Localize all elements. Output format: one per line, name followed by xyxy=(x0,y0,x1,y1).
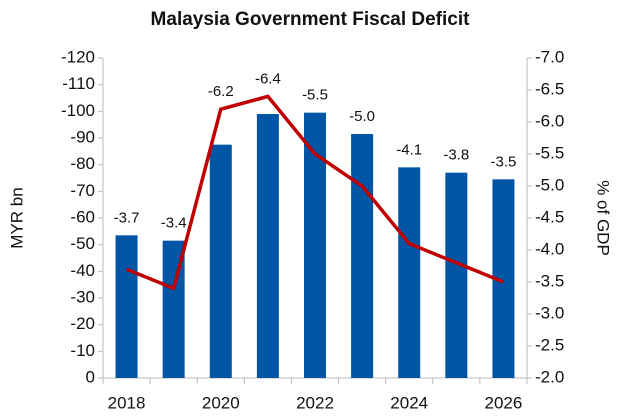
y-tick-label: -80 xyxy=(70,154,95,173)
data-label: -3.7 xyxy=(114,209,140,226)
bar xyxy=(256,114,279,378)
y-tick-label: -120 xyxy=(61,47,95,66)
y-axis-label: MYR bn xyxy=(7,187,26,248)
y-tick-label: 0 xyxy=(86,367,95,386)
y2-tick-label: -4.0 xyxy=(535,239,564,258)
data-label: -3.8 xyxy=(443,147,469,164)
data-label: -6.2 xyxy=(208,83,234,100)
data-label: -4.1 xyxy=(396,141,422,158)
data-label: -5.5 xyxy=(302,87,328,104)
bar xyxy=(398,167,421,378)
y-tick-label: -110 xyxy=(62,74,95,93)
y2-tick-label: -2.5 xyxy=(535,335,564,354)
bar xyxy=(115,235,138,378)
y-tick-label: -20 xyxy=(70,314,95,333)
y2-tick-label: -6.5 xyxy=(535,79,564,98)
x-tick-label: 2024 xyxy=(390,393,428,412)
x-tick-label: 2020 xyxy=(202,393,240,412)
x-tick-label: 2022 xyxy=(296,393,334,412)
bar xyxy=(492,179,515,378)
y-tick-label: -60 xyxy=(70,207,95,226)
line xyxy=(125,94,505,291)
y-tick-label: -70 xyxy=(70,181,95,200)
data-label: -3.4 xyxy=(161,215,187,232)
y-tick-label: -40 xyxy=(70,261,95,280)
y2-tick-label: -3.5 xyxy=(535,271,564,290)
bar xyxy=(351,134,374,378)
y2-tick-label: -2.0 xyxy=(535,367,564,386)
bar xyxy=(304,112,326,379)
y-tick-label: -30 xyxy=(70,287,95,306)
y2-tick-label: -5.0 xyxy=(535,175,564,194)
y-tick-label: -100 xyxy=(61,101,95,120)
bar xyxy=(445,172,468,378)
y-tick-label: -50 xyxy=(70,234,95,253)
y2-axis-label: % of GDP xyxy=(594,180,613,256)
chart-title: Malaysia Government Fiscal Deficit xyxy=(151,9,471,30)
bar xyxy=(162,240,185,378)
y-tick-label: -90 xyxy=(70,127,95,146)
y2-tick-label: -7.0 xyxy=(535,47,564,66)
y-tick-label: -10 xyxy=(70,341,95,360)
data-label: -5.0 xyxy=(349,108,375,125)
data-label: -6.4 xyxy=(255,70,281,87)
x-tick-label: 2026 xyxy=(485,393,523,412)
bar xyxy=(209,144,232,378)
x-tick-label: 2018 xyxy=(108,393,146,412)
y2-tick-label: -5.5 xyxy=(535,143,564,162)
y2-tick-label: -6.0 xyxy=(535,111,564,130)
y2-tick-label: -3.0 xyxy=(535,303,564,322)
y2-tick-label: -4.5 xyxy=(535,207,564,226)
data-label: -3.5 xyxy=(491,153,517,170)
